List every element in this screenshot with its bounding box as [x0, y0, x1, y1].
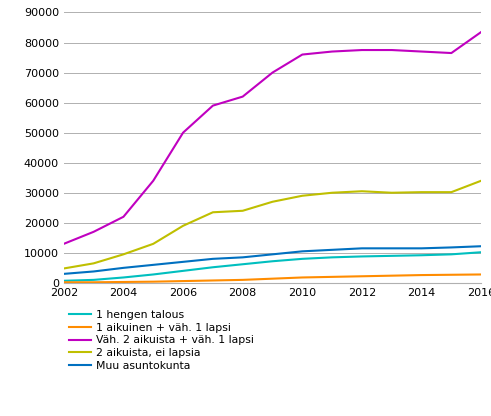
1 hengen talous — [359, 254, 365, 259]
Väh. 2 aikuista + väh. 1 lapsi — [180, 130, 186, 135]
Line: 1 hengen talous: 1 hengen talous — [64, 252, 481, 281]
Muu asuntokunta — [61, 271, 67, 276]
1 hengen talous — [180, 268, 186, 273]
Väh. 2 aikuista + väh. 1 lapsi — [120, 214, 126, 219]
2 aikuista, ei lapsia — [180, 223, 186, 228]
1 aikuinen + väh. 1 lapsi — [91, 280, 97, 285]
2 aikuista, ei lapsia — [419, 190, 425, 195]
Line: Väh. 2 aikuista + väh. 1 lapsi: Väh. 2 aikuista + väh. 1 lapsi — [64, 32, 481, 244]
2 aikuista, ei lapsia — [359, 189, 365, 194]
1 hengen talous — [91, 277, 97, 282]
Muu asuntokunta — [359, 246, 365, 251]
Väh. 2 aikuista + väh. 1 lapsi — [210, 103, 216, 108]
Legend: 1 hengen talous, 1 aikuinen + väh. 1 lapsi, Väh. 2 aikuista + väh. 1 lapsi, 2 ai: 1 hengen talous, 1 aikuinen + väh. 1 lap… — [69, 310, 254, 371]
1 hengen talous — [61, 278, 67, 283]
Väh. 2 aikuista + väh. 1 lapsi — [389, 47, 395, 52]
Muu asuntokunta — [300, 249, 305, 254]
Muu asuntokunta — [389, 246, 395, 251]
2 aikuista, ei lapsia — [389, 190, 395, 195]
1 hengen talous — [150, 272, 156, 277]
1 hengen talous — [389, 253, 395, 258]
Line: Muu asuntokunta: Muu asuntokunta — [64, 246, 481, 274]
1 aikuinen + väh. 1 lapsi — [61, 280, 67, 285]
Väh. 2 aikuista + väh. 1 lapsi — [419, 49, 425, 54]
1 aikuinen + väh. 1 lapsi — [120, 280, 126, 285]
1 aikuinen + väh. 1 lapsi — [389, 273, 395, 278]
1 aikuinen + väh. 1 lapsi — [150, 279, 156, 284]
1 aikuinen + väh. 1 lapsi — [210, 278, 216, 283]
2 aikuista, ei lapsia — [448, 190, 454, 195]
1 aikuinen + väh. 1 lapsi — [448, 272, 454, 277]
1 hengen talous — [270, 259, 275, 264]
1 aikuinen + väh. 1 lapsi — [478, 272, 484, 277]
1 aikuinen + väh. 1 lapsi — [300, 275, 305, 280]
1 hengen talous — [240, 262, 246, 267]
2 aikuista, ei lapsia — [61, 266, 67, 271]
1 aikuinen + väh. 1 lapsi — [180, 279, 186, 284]
1 hengen talous — [448, 252, 454, 257]
1 hengen talous — [419, 253, 425, 258]
Muu asuntokunta — [150, 262, 156, 267]
1 hengen talous — [120, 275, 126, 280]
Line: 1 aikuinen + väh. 1 lapsi: 1 aikuinen + väh. 1 lapsi — [64, 275, 481, 282]
Väh. 2 aikuista + väh. 1 lapsi — [240, 94, 246, 99]
1 aikuinen + väh. 1 lapsi — [329, 275, 335, 280]
Väh. 2 aikuista + väh. 1 lapsi — [91, 229, 97, 234]
Muu asuntokunta — [270, 252, 275, 257]
1 hengen talous — [210, 265, 216, 270]
2 aikuista, ei lapsia — [120, 252, 126, 257]
2 aikuista, ei lapsia — [478, 178, 484, 183]
2 aikuista, ei lapsia — [150, 241, 156, 246]
2 aikuista, ei lapsia — [329, 190, 335, 195]
Väh. 2 aikuista + väh. 1 lapsi — [478, 30, 484, 35]
Väh. 2 aikuista + väh. 1 lapsi — [150, 178, 156, 183]
Muu asuntokunta — [329, 248, 335, 253]
2 aikuista, ei lapsia — [270, 199, 275, 204]
2 aikuista, ei lapsia — [240, 208, 246, 213]
1 hengen talous — [300, 256, 305, 261]
1 aikuinen + väh. 1 lapsi — [270, 276, 275, 281]
Muu asuntokunta — [448, 245, 454, 250]
1 aikuinen + väh. 1 lapsi — [359, 274, 365, 279]
Väh. 2 aikuista + väh. 1 lapsi — [300, 52, 305, 57]
Muu asuntokunta — [120, 265, 126, 270]
Väh. 2 aikuista + väh. 1 lapsi — [329, 49, 335, 54]
1 hengen talous — [478, 250, 484, 255]
2 aikuista, ei lapsia — [91, 261, 97, 266]
Muu asuntokunta — [240, 255, 246, 260]
Muu asuntokunta — [210, 256, 216, 261]
Väh. 2 aikuista + väh. 1 lapsi — [270, 70, 275, 75]
1 hengen talous — [329, 255, 335, 260]
Väh. 2 aikuista + väh. 1 lapsi — [359, 47, 365, 52]
1 aikuinen + väh. 1 lapsi — [419, 272, 425, 277]
Väh. 2 aikuista + väh. 1 lapsi — [61, 241, 67, 246]
1 aikuinen + väh. 1 lapsi — [240, 277, 246, 282]
2 aikuista, ei lapsia — [210, 210, 216, 215]
Väh. 2 aikuista + väh. 1 lapsi — [448, 50, 454, 55]
Muu asuntokunta — [478, 244, 484, 249]
Muu asuntokunta — [180, 259, 186, 264]
Muu asuntokunta — [91, 269, 97, 274]
Line: 2 aikuista, ei lapsia: 2 aikuista, ei lapsia — [64, 181, 481, 268]
Muu asuntokunta — [419, 246, 425, 251]
2 aikuista, ei lapsia — [300, 193, 305, 198]
